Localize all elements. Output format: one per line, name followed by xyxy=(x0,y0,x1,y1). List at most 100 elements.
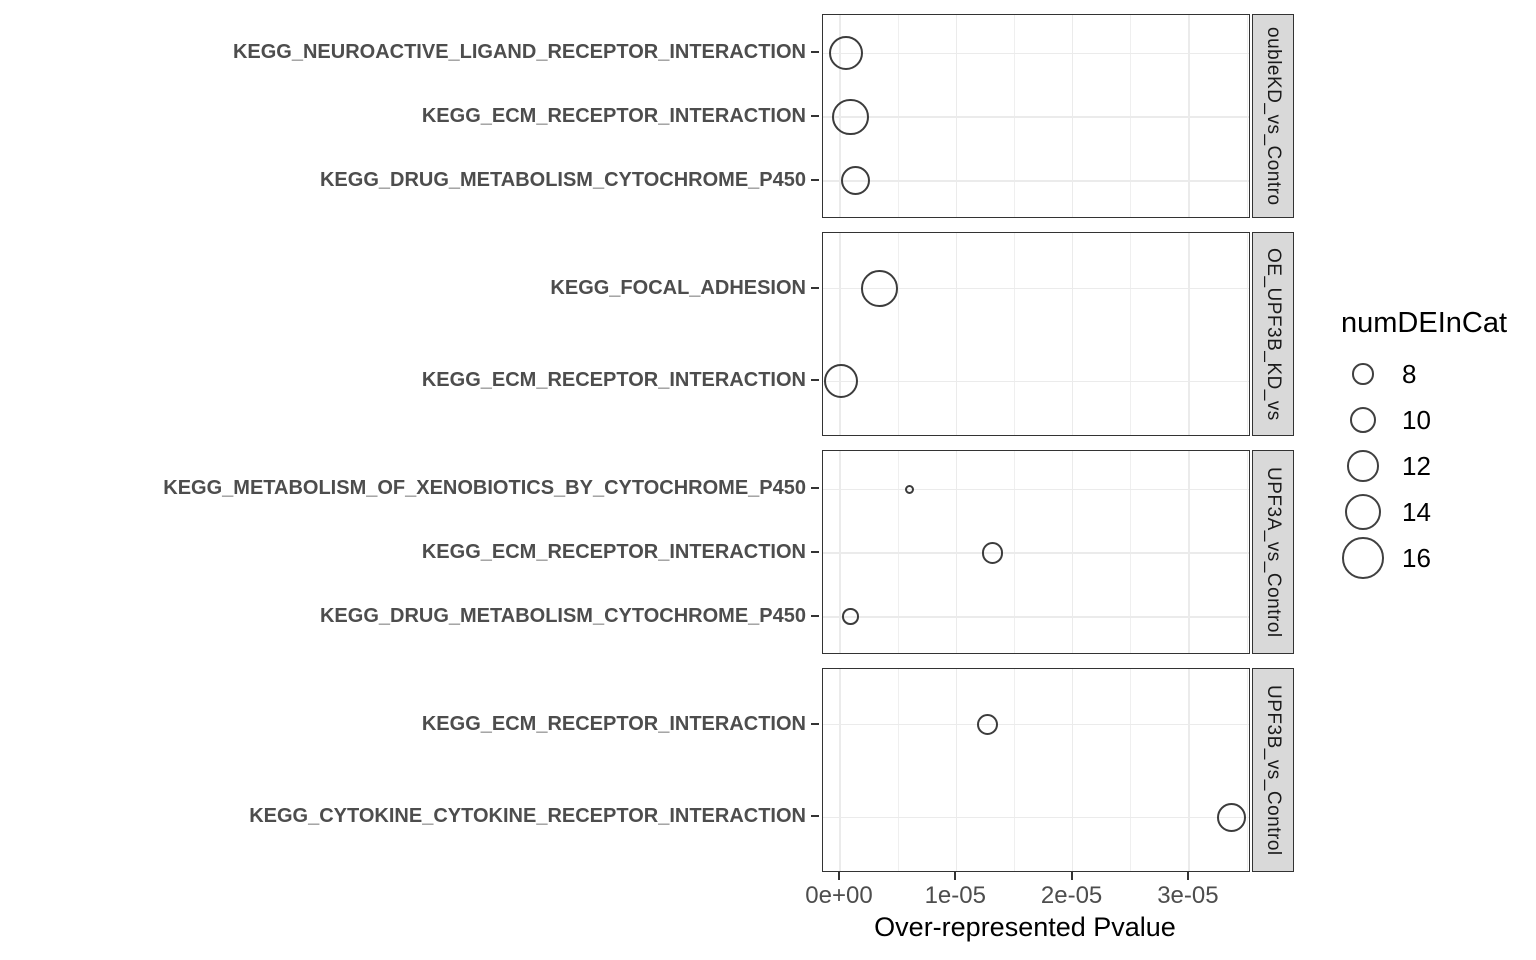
legend-item-label: 16 xyxy=(1402,543,1431,573)
grid-major-v xyxy=(1188,233,1190,435)
grid-row-h xyxy=(823,816,1249,819)
y-tick xyxy=(811,551,819,553)
data-point xyxy=(840,166,870,196)
y-tick xyxy=(811,722,819,725)
y-tick xyxy=(811,487,819,490)
grid-minor-v xyxy=(1130,233,1132,435)
grid-minor-v xyxy=(1246,669,1248,871)
x-tick-label: 0e+00 xyxy=(805,882,873,909)
data-point xyxy=(824,364,859,399)
y-tick xyxy=(811,178,819,181)
data-point xyxy=(976,713,999,736)
grid-major-v xyxy=(1188,15,1190,217)
grid-minor-v xyxy=(897,451,899,653)
grid-minor-v xyxy=(1246,233,1248,435)
grid-major-v xyxy=(955,669,958,871)
x-tick-label: 1e-05 xyxy=(924,882,986,909)
x-tick-label: 2e-05 xyxy=(1040,882,1103,909)
grid-minor-v xyxy=(1013,669,1015,871)
grid-minor-v xyxy=(897,669,899,871)
facet-strip-label: UPF3A_vs_Control xyxy=(1263,466,1284,638)
category-label: KEGG_FOCAL_ADHESION xyxy=(550,276,806,299)
facet-strip-label: UPF3B_vs_Control xyxy=(1263,684,1284,856)
grid-row-h xyxy=(823,52,1249,54)
grid-row-h xyxy=(823,616,1249,618)
grid-major-v xyxy=(839,669,841,871)
x-tick xyxy=(1070,872,1073,880)
grid-major-v xyxy=(1071,451,1074,653)
facet-panel xyxy=(822,450,1250,654)
facet-panel xyxy=(822,14,1250,218)
legend-item-label: 10 xyxy=(1402,405,1431,435)
data-point xyxy=(905,484,915,494)
x-axis-title: Over-represented Pvalue xyxy=(874,912,1176,942)
grid-minor-v xyxy=(1013,451,1015,653)
grid-minor-v xyxy=(1130,451,1132,653)
grid-major-v xyxy=(1071,15,1074,217)
grid-row-h xyxy=(823,488,1249,490)
category-label: KEGG_ECM_RECEPTOR_INTERACTION xyxy=(421,712,806,735)
grid-minor-v xyxy=(897,15,899,217)
grid-major-v xyxy=(955,451,958,653)
grid-minor-v xyxy=(897,233,899,435)
grid-major-v xyxy=(955,233,958,435)
data-point xyxy=(981,542,1004,564)
grid-minor-v xyxy=(1246,451,1248,653)
y-tick xyxy=(811,815,819,818)
grid-row-h xyxy=(823,723,1249,726)
facet-strip: UPF3B_vs_Control xyxy=(1252,668,1294,872)
grid-major-v xyxy=(1071,669,1074,871)
legend-size-circle xyxy=(1347,450,1379,482)
grid-major-v xyxy=(1071,233,1074,435)
grid-minor-v xyxy=(1130,669,1132,871)
grid-major-v xyxy=(1188,451,1190,653)
category-label: KEGG_NEUROACTIVE_LIGAND_RECEPTOR_INTERAC… xyxy=(232,41,806,64)
grid-major-v xyxy=(955,15,958,217)
y-tick xyxy=(811,51,819,54)
category-label: KEGG_ECM_RECEPTOR_INTERACTION xyxy=(421,369,806,392)
data-point xyxy=(832,98,869,136)
category-label: KEGG_DRUG_METABOLISM_CYTOCHROME_P450 xyxy=(319,168,806,191)
category-label: KEGG_CYTOKINE_CYTOKINE_RECEPTOR_INTERACT… xyxy=(249,805,806,828)
x-tick xyxy=(1186,872,1189,880)
y-tick xyxy=(811,115,819,117)
grid-row-h xyxy=(823,380,1249,383)
grid-major-v xyxy=(839,451,841,653)
data-point xyxy=(861,270,898,307)
grid-minor-v xyxy=(1130,15,1132,217)
grid-row-h xyxy=(823,552,1249,554)
x-tick xyxy=(837,872,840,880)
category-label: KEGG_ECM_RECEPTOR_INTERACTION xyxy=(421,541,806,563)
data-point xyxy=(842,608,859,626)
legend-size-circle xyxy=(1342,537,1384,579)
grid-minor-v xyxy=(1013,15,1015,217)
legend-size-circle xyxy=(1352,363,1374,385)
legend-item-label: 8 xyxy=(1402,359,1417,389)
facet-strip: OE_UPF3B_KD_vs xyxy=(1252,232,1294,436)
grid-major-v xyxy=(839,233,841,435)
grid-minor-v xyxy=(1013,233,1015,435)
legend-size-circle xyxy=(1349,406,1377,434)
grid-minor-v xyxy=(1246,15,1248,217)
facet-strip-label: oubleKD_vs_Contro xyxy=(1263,26,1284,206)
category-label: KEGG_DRUG_METABOLISM_CYTOCHROME_P450 xyxy=(319,604,806,627)
category-label: KEGG_METABOLISM_OF_XENOBIOTICS_BY_CYTOCH… xyxy=(163,477,806,500)
grid-major-v xyxy=(1188,669,1190,871)
x-tick xyxy=(954,872,957,880)
grid-row-h xyxy=(823,287,1249,290)
facet-strip: oubleKD_vs_Contro xyxy=(1252,14,1294,218)
grid-row-h xyxy=(823,180,1249,182)
x-tick-label: 3e-05 xyxy=(1157,882,1219,909)
y-tick xyxy=(811,614,819,617)
legend-size-circle xyxy=(1344,493,1382,531)
data-point xyxy=(1217,802,1247,832)
grid-row-h xyxy=(823,116,1249,118)
category-label: KEGG_ECM_RECEPTOR_INTERACTION xyxy=(421,105,806,127)
facet-strip: UPF3A_vs_Control xyxy=(1252,450,1294,654)
legend-title: numDEInCat xyxy=(1341,307,1508,339)
y-tick xyxy=(811,379,819,382)
data-point xyxy=(828,36,863,71)
legend-item-label: 12 xyxy=(1402,451,1431,481)
facet-panel xyxy=(822,668,1250,872)
